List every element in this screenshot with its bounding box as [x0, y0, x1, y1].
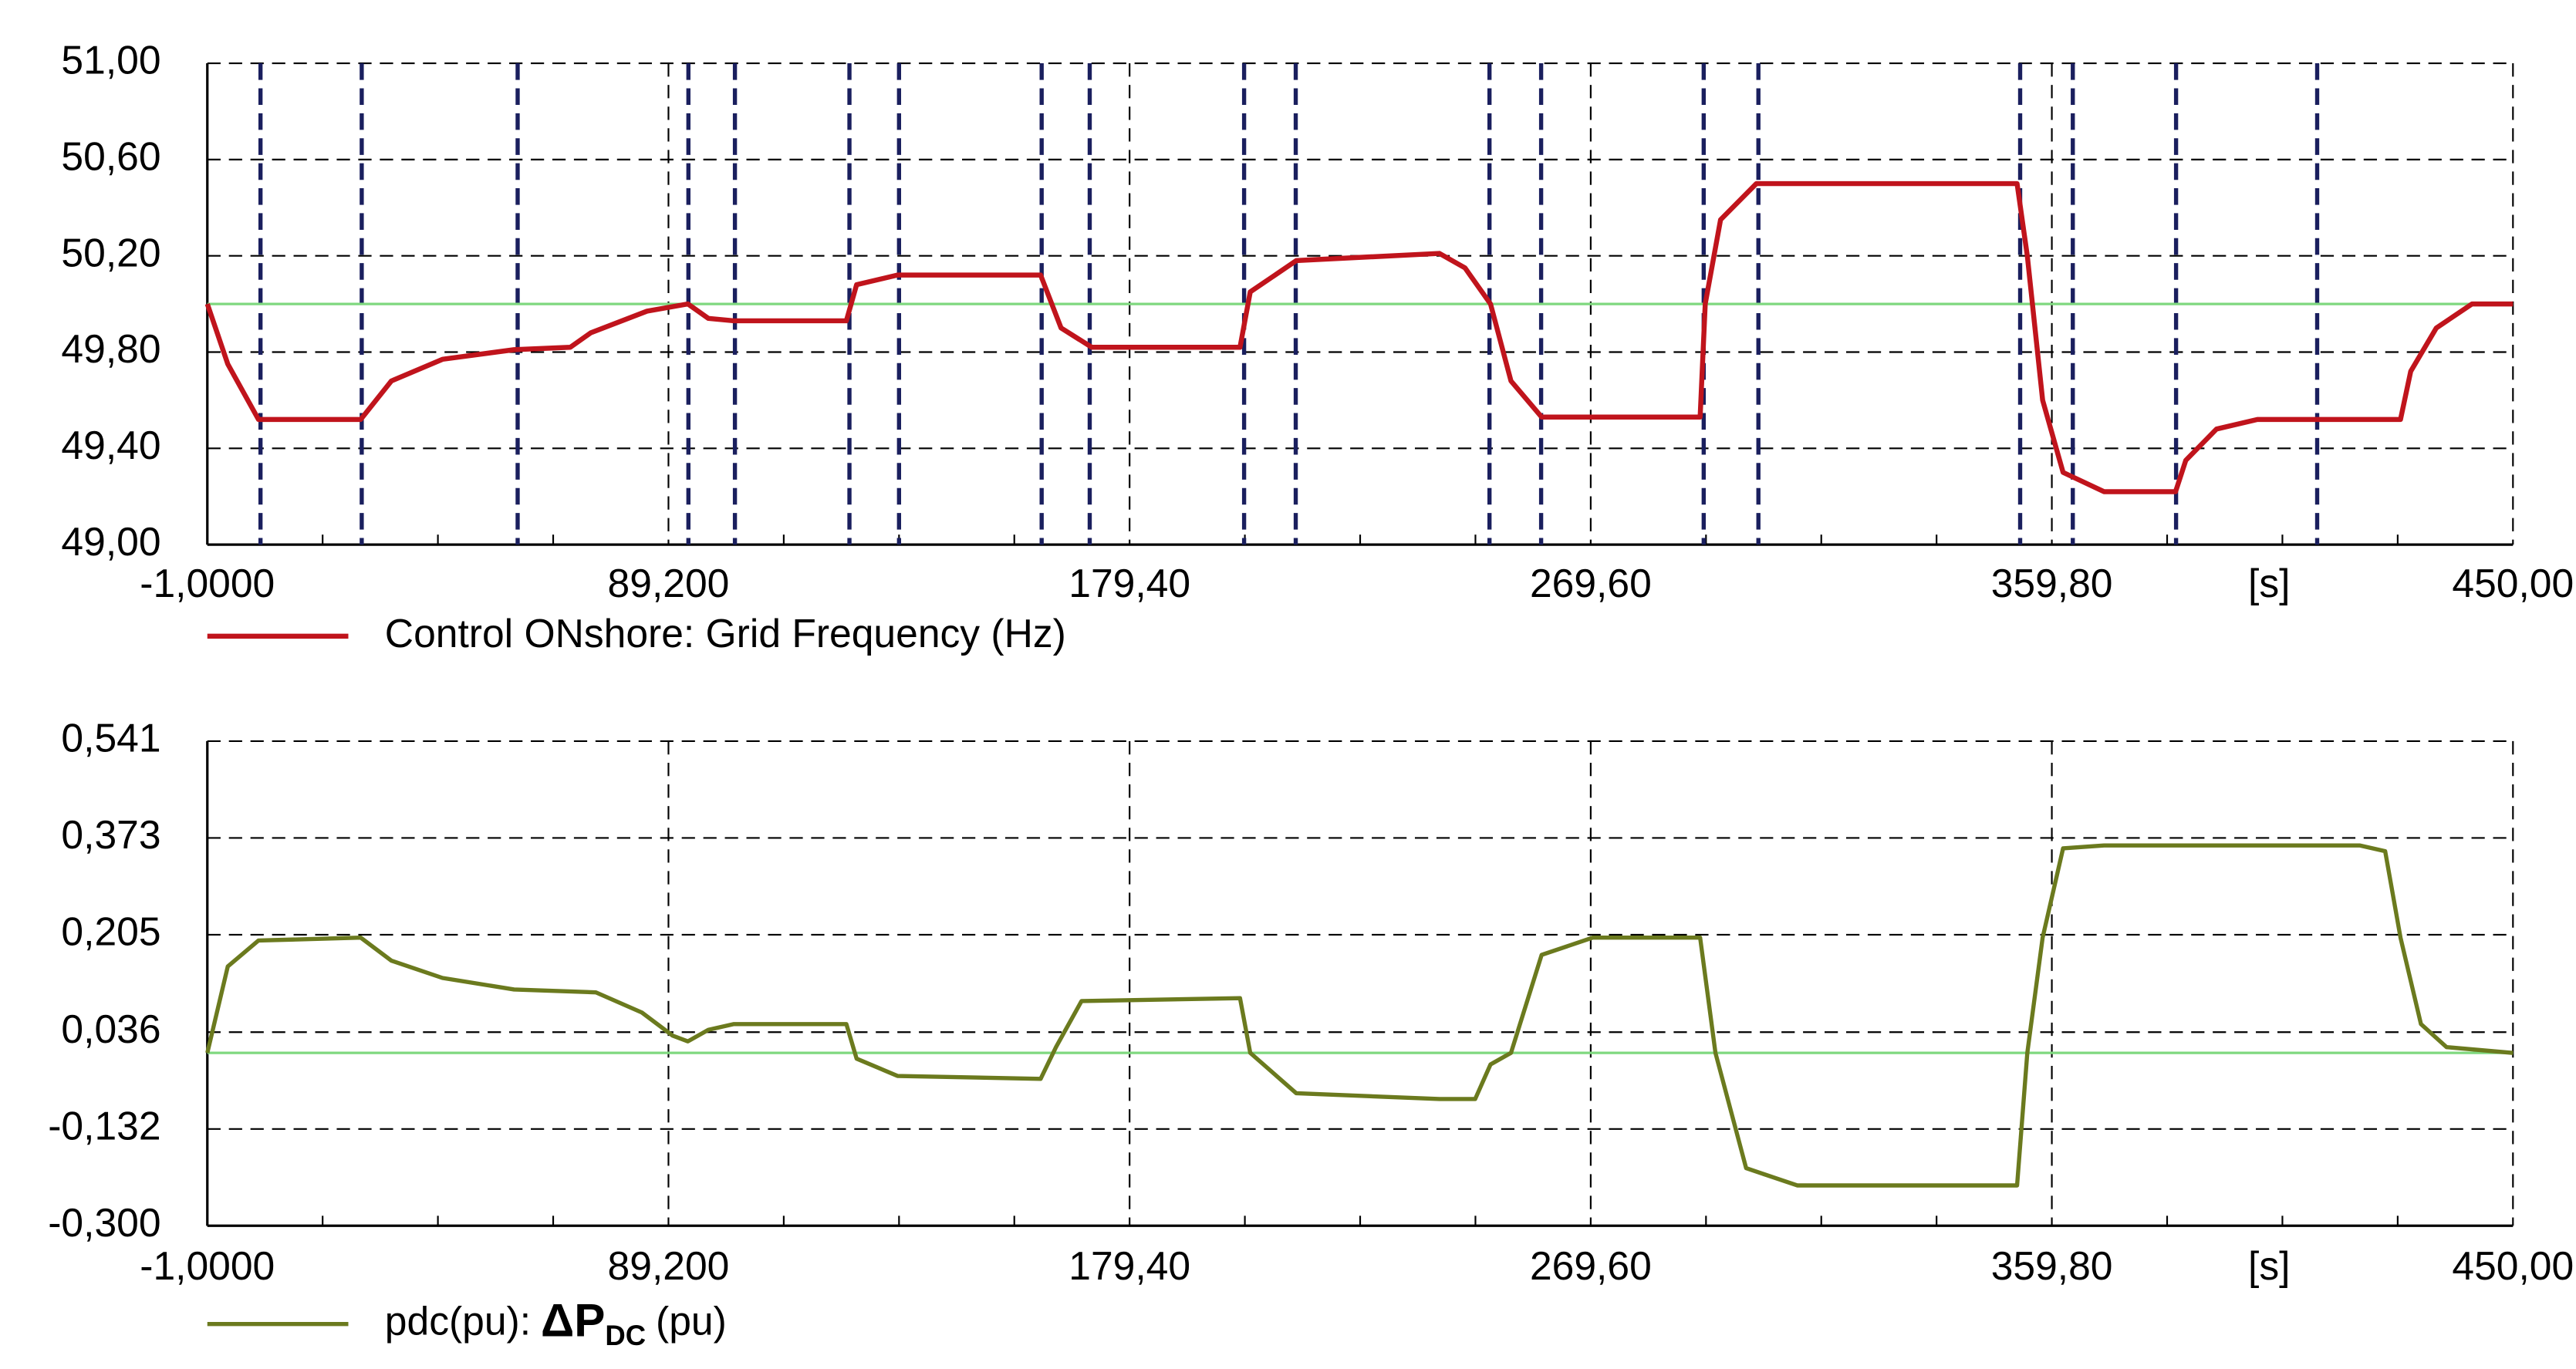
x-tick-label: -1,0000 [140, 561, 275, 605]
y-tick-label: 49,80 [61, 326, 160, 371]
data-line [205, 843, 2514, 1188]
legend-name: pdc(pu): [385, 1298, 531, 1343]
y-tick-label: 0,205 [61, 909, 160, 954]
legend-subscript: DC [605, 1320, 646, 1351]
y-tick-label: 51,00 [61, 38, 160, 83]
x-tick-label: 89,200 [608, 1243, 730, 1288]
y-tick-label: 50,20 [61, 230, 160, 275]
legend-label: Control ONshore: Grid Frequency (Hz) [385, 610, 1066, 655]
y-tick-label: -0,132 [48, 1103, 160, 1148]
x-tick-label: 269,60 [1530, 1243, 1652, 1288]
x-tick-label: 359,80 [1991, 561, 2113, 605]
x-unit-label: [s] [2248, 561, 2290, 605]
x-tick-label: 179,40 [1069, 561, 1190, 605]
y-tick-label: 49,40 [61, 423, 160, 467]
x-tick-label: 450,00 [2452, 1243, 2574, 1288]
x-tick-label: 359,80 [1991, 1243, 2113, 1288]
data-line [204, 180, 2514, 494]
legend-unit: (pu) [656, 1298, 727, 1343]
x-tick-label: 179,40 [1069, 1243, 1190, 1288]
y-tick-label: 50,60 [61, 133, 160, 178]
y-tick-label: -0,300 [48, 1200, 160, 1245]
x-tick-label: 450,00 [2452, 561, 2574, 605]
y-tick-label: 0,036 [61, 1007, 160, 1051]
x-tick-label: 89,200 [608, 561, 730, 605]
y-tick-label: 0,541 [61, 716, 160, 760]
x-tick-label: -1,0000 [140, 1243, 275, 1288]
x-tick-label: 269,60 [1530, 561, 1652, 605]
legend-symbol: ΔP [541, 1294, 605, 1347]
y-tick-label: 49,00 [61, 519, 160, 564]
y-tick-label: 0,373 [61, 812, 160, 857]
legend-name: Control ONshore: Grid Frequency (Hz) [385, 610, 1066, 655]
x-unit-label: [s] [2248, 1243, 2290, 1288]
legend-label: pdc(pu): ΔPDC (pu) [385, 1294, 727, 1351]
